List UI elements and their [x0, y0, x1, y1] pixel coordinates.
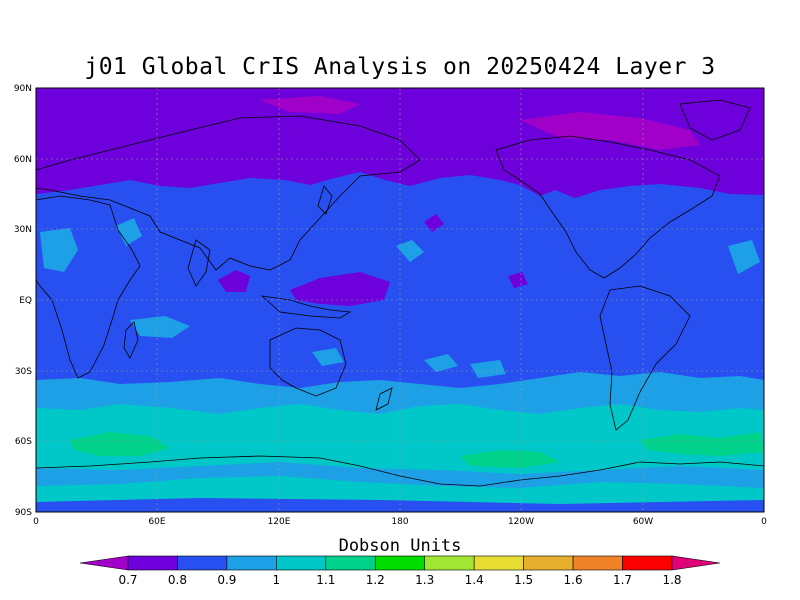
contour-patch-arctic-pink-2	[260, 96, 360, 114]
lon-tick-label: 60W	[633, 517, 653, 527]
color-bar-label: 0.8	[168, 573, 187, 587]
coastline-africa	[36, 195, 141, 379]
lon-tick-label: 0	[761, 517, 767, 527]
color-bar-label: 1.5	[514, 573, 533, 587]
contour-band-southern-4	[640, 432, 764, 456]
coastline-australia	[269, 327, 347, 397]
color-bar-segment	[523, 555, 574, 571]
color-bar-segment	[374, 555, 426, 571]
map-area	[36, 88, 764, 512]
contour-patch-arctic-pink	[520, 112, 700, 150]
color-bar-label: 1.8	[662, 573, 681, 587]
lat-tick-label: 60N	[14, 155, 32, 165]
color-bar-label: 0.9	[217, 573, 236, 587]
color-bar-label: 1.2	[366, 573, 385, 587]
color-bar-segment	[424, 555, 475, 571]
lat-axis: 90N 60N 30N EQ 30S 60S 90S	[14, 84, 32, 518]
coastline-antarctica	[36, 455, 764, 487]
color-bar-segment	[276, 555, 327, 571]
color-bar-label: 1.6	[564, 573, 583, 587]
lat-tick-label: 30S	[15, 367, 32, 377]
map-frame	[35, 87, 765, 513]
contour-patch-indian-ocean	[130, 316, 190, 338]
color-bar-segment	[473, 555, 524, 571]
contour-patch-s-pacific-1	[312, 348, 344, 366]
coastline-greenland	[679, 99, 751, 141]
contour-patch-arabia	[116, 218, 142, 246]
lat-tick-label: 30N	[14, 225, 32, 235]
contour-patch-pacific-n	[396, 240, 424, 262]
contour-patch-s-pacific-2	[424, 354, 458, 372]
color-bar-label: 0.7	[118, 573, 137, 587]
color-bar-label: 1	[273, 573, 281, 587]
contour-patch-s-pacific-3	[470, 360, 506, 378]
contour-patch-west-africa	[40, 228, 78, 272]
lat-tick-label: 90N	[14, 84, 32, 94]
coastline-india	[187, 239, 211, 287]
lat-tick-label: 60S	[15, 437, 32, 447]
contour-patch-tropical-west-pacific	[290, 272, 390, 306]
coastlines	[36, 99, 764, 487]
lat-tick-label: EQ	[19, 296, 32, 306]
color-bar-segment	[622, 555, 673, 571]
color-bar-label: 1.7	[613, 573, 632, 587]
color-bar-segment	[79, 555, 129, 571]
lon-tick-label: 120E	[268, 517, 291, 527]
lat-tick-label: 90S	[15, 508, 32, 518]
legend-title: Dobson Units	[338, 536, 462, 556]
color-bar-segment	[177, 555, 228, 571]
coastline-japan	[317, 185, 333, 215]
lon-axis: 0 60E 120E 180 120W 60W 0	[33, 517, 767, 527]
lon-tick-label: 120W	[508, 517, 534, 527]
color-bar-segment	[127, 555, 178, 571]
color-bar-segment	[671, 555, 721, 571]
color-bar-segment	[226, 555, 277, 571]
color-bar-segment	[572, 555, 623, 571]
color-bar	[79, 555, 721, 571]
color-bar-label: 1.3	[415, 573, 434, 587]
contour-patch-atlantic-n	[728, 240, 760, 274]
contour-patch-tropical-3	[424, 214, 444, 232]
gridlines	[36, 88, 764, 512]
lon-tick-label: 60E	[148, 517, 165, 527]
lon-tick-label: 0	[33, 517, 39, 527]
coastline-new-zealand	[375, 387, 393, 411]
map-title: j01 Global CrIS Analysis on 20250424 Lay…	[84, 54, 716, 80]
coastline-north-america	[495, 135, 721, 279]
contour-band-southern-5	[460, 450, 560, 468]
coastline-eurasia	[36, 115, 421, 271]
contour-band-southern-3	[70, 432, 170, 456]
lon-tick-label: 180	[391, 517, 408, 527]
contour-patch-tropical-indian	[218, 270, 250, 292]
coastline-south-america	[599, 285, 691, 431]
color-bar-labels: 0.7 0.8 0.9 1 1.1 1.2 1.3 1.4 1.5 1.6 1.7 1.8	[118, 573, 681, 587]
coastline-madagascar	[123, 321, 139, 359]
color-bar-label: 1.4	[465, 573, 484, 587]
color-bar-label: 1.1	[316, 573, 335, 587]
contour-patch-tropical-2	[508, 272, 528, 288]
color-bar-segment	[325, 555, 376, 571]
coastline-indonesia	[260, 295, 352, 319]
